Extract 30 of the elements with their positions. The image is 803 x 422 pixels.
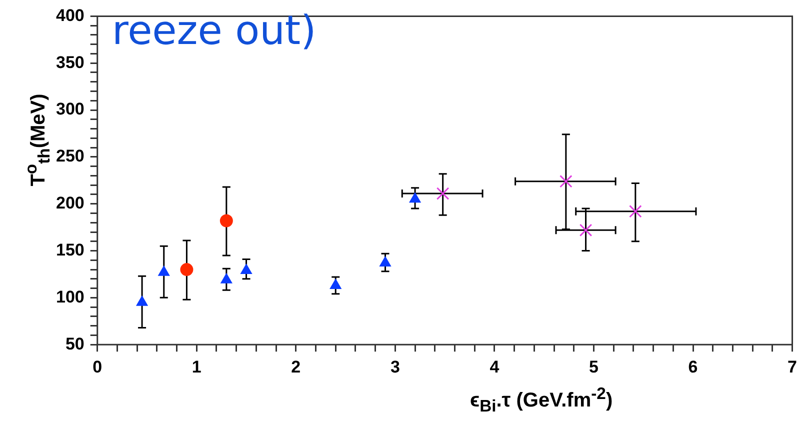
x-axis-title: ϵ$_{Bi}$.τ (GeV.fm$^{-2}$) [470,384,613,417]
point [220,273,232,284]
point [629,204,642,218]
y-tick-label: 250 [56,146,84,166]
x-tick-label: 3 [390,357,400,376]
point [158,266,170,276]
point [579,224,592,237]
y-tick-label: 400 [56,6,84,25]
y-tick-label: 100 [56,287,84,306]
x-tick-label: 5 [588,357,598,376]
point [330,278,342,289]
y-tick-label: 150 [56,240,84,260]
point [436,187,450,200]
point [220,214,233,228]
point [240,264,252,274]
x-tick-label: 2 [291,357,301,376]
x-tick-label: 1 [192,357,202,376]
x-tick-label: 7 [788,357,798,376]
x-tick-label: 0 [92,357,102,376]
y-tick-label: 350 [56,52,84,72]
point [560,174,572,188]
annotation: reeze out) [112,8,316,54]
point [380,256,391,266]
point [136,296,148,306]
y-tick-label: 50 [65,334,84,354]
x-tick-label: 6 [688,357,698,376]
y-tick-label: 300 [56,100,84,119]
x-tick-label: 4 [490,357,500,376]
y-tick-label: 200 [56,194,84,213]
point [409,192,421,203]
